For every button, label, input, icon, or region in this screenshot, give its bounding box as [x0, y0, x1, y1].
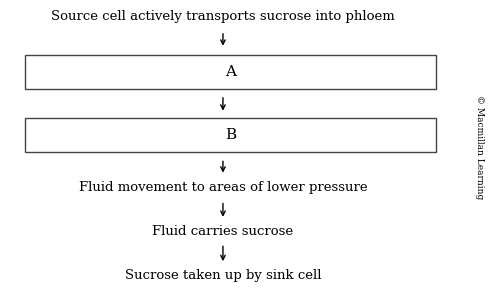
- Text: Fluid movement to areas of lower pressure: Fluid movement to areas of lower pressur…: [78, 181, 368, 194]
- Text: B: B: [225, 128, 236, 142]
- Text: © Macmillan Learning: © Macmillan Learning: [475, 95, 484, 200]
- Text: Source cell actively transports sucrose into phloem: Source cell actively transports sucrose …: [51, 10, 395, 23]
- Text: Fluid carries sucrose: Fluid carries sucrose: [152, 225, 294, 238]
- Text: A: A: [225, 65, 236, 78]
- Bar: [24, 118, 436, 152]
- Text: Sucrose taken up by sink cell: Sucrose taken up by sink cell: [124, 269, 321, 282]
- Bar: [24, 55, 436, 88]
